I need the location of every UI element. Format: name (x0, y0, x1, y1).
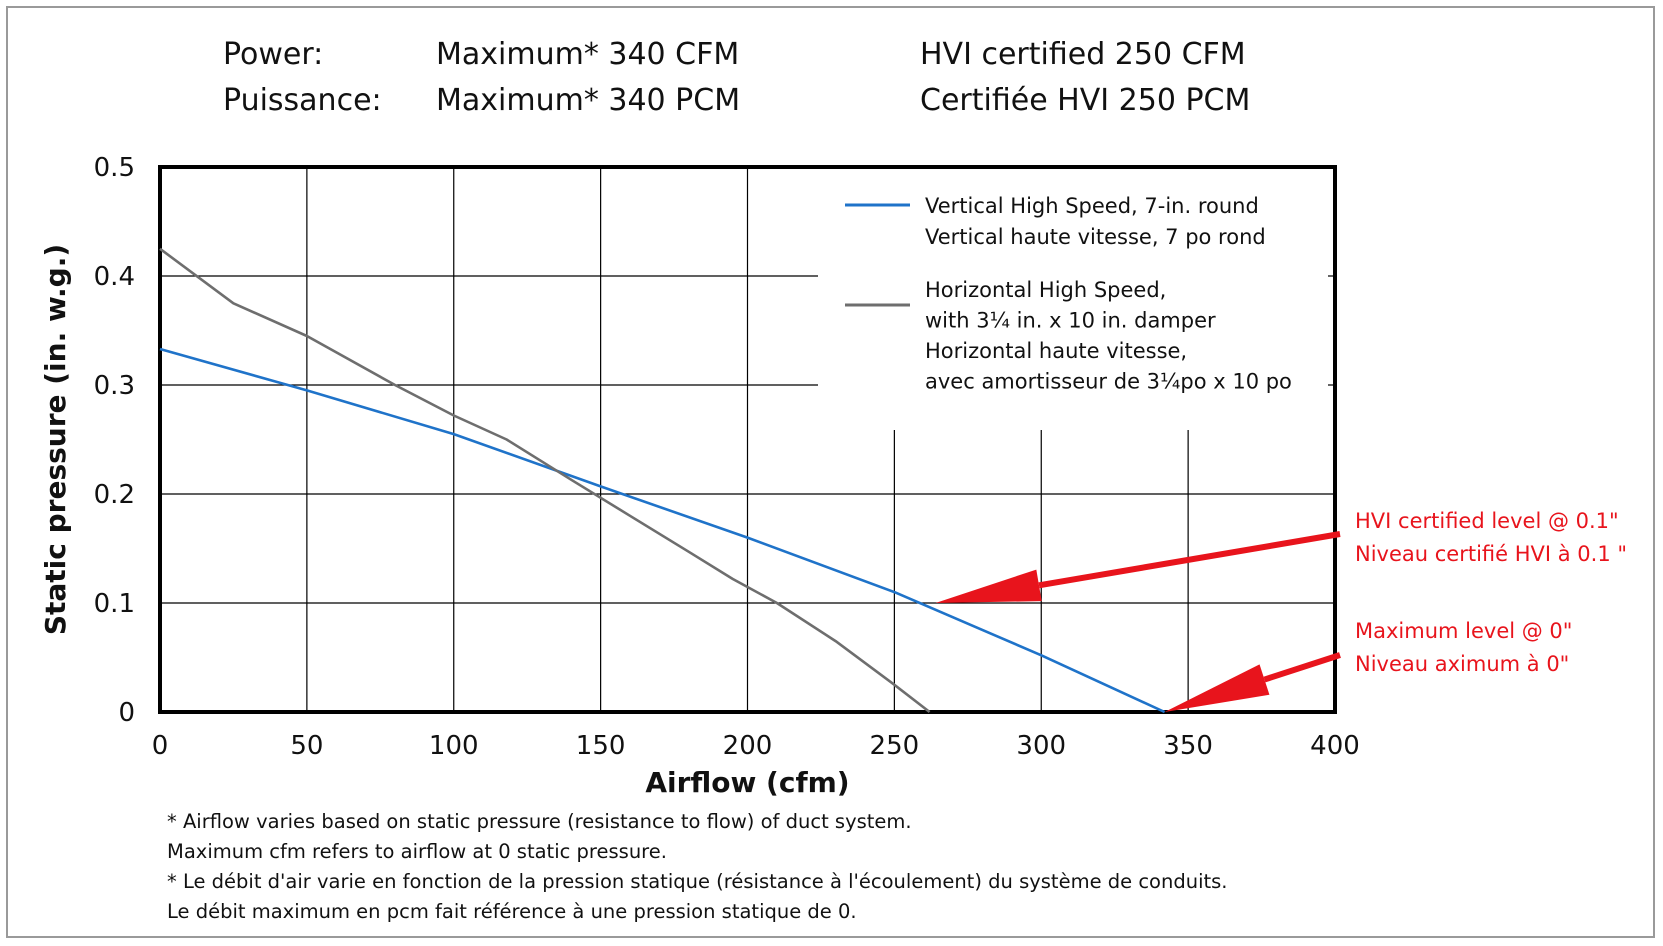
header-puissance-hvi: Certifiée HVI 250 PCM (920, 83, 1251, 118)
annotations: HVI certified level @ 0.1" Niveau certifi… (935, 509, 1627, 712)
legend-label: Horizontal High Speed, (925, 278, 1166, 302)
y-tick-label: 0.3 (94, 371, 135, 401)
header-puissance-label: Puissance: (223, 83, 382, 118)
legend-label: Horizontal haute vitesse, (925, 339, 1187, 363)
header-puissance-max: Maximum* 340 PCM (436, 83, 741, 118)
annotation-arrow-head (1164, 664, 1270, 712)
y-tick-label: 0.5 (94, 153, 135, 183)
y-tick-label: 0.2 (94, 480, 135, 510)
x-tick-label: 0 (152, 731, 169, 761)
figure-frame (6, 6, 1655, 938)
footnote-3: * Le débit d'air varie en fonction de la… (167, 870, 1228, 893)
y-tick-label: 0.1 (94, 589, 135, 619)
x-tick-label: 400 (1310, 731, 1360, 761)
legend-label: Vertical haute vitesse, 7 po rond (925, 225, 1266, 249)
y-tick-label: 0 (118, 698, 135, 728)
y-tick-label: 0.4 (94, 262, 135, 292)
annotation-arrow-shaft (1263, 652, 1341, 683)
legend-label: avec amortisseur de 3¼po x 10 po (925, 370, 1292, 394)
annotation-label: HVI certified level @ 0.1" (1355, 509, 1619, 533)
annotation-label: Niveau aximum à 0" (1355, 652, 1569, 676)
x-tick-label: 350 (1163, 731, 1213, 761)
annotation-label: Niveau certifié HVI à 0.1 " (1355, 542, 1627, 566)
annotation-label: Maximum level @ 0" (1355, 619, 1572, 643)
annotation-arrow-shaft (1038, 531, 1341, 589)
footnote-2: Maximum cfm refers to airflow at 0 stati… (167, 840, 667, 863)
header-power-max: Maximum* 340 CFM (436, 37, 740, 72)
x-tick-label: 200 (723, 731, 773, 761)
x-tick-label: 250 (870, 731, 920, 761)
annotation-arrow-head (935, 569, 1042, 603)
legend-background (818, 175, 1328, 395)
x-tick-label: 300 (1016, 731, 1066, 761)
y-axis-label: Static pressure (in. w.g.) (39, 244, 72, 635)
header-power-label: Power: (223, 37, 324, 72)
grid-lines (160, 167, 1335, 712)
x-tick-label: 150 (576, 731, 626, 761)
legend-label: with 3¼ in. x 10 in. damper (925, 309, 1216, 333)
series-line-1 (159, 347, 1166, 714)
footnotes: * Airflow varies based on static pressur… (167, 807, 1228, 927)
x-tick-label: 100 (429, 731, 479, 761)
legend: Vertical High Speed, 7-in. round Vertical… (818, 175, 1328, 395)
footnote-1: * Airflow varies based on static pressur… (167, 810, 912, 833)
plot-border (158, 165, 1337, 714)
legend-label: Vertical High Speed, 7-in. round (925, 194, 1259, 218)
x-tick-label: 50 (290, 731, 323, 761)
header-power-hvi: HVI certified 250 CFM (920, 37, 1246, 72)
series-line-2 (159, 247, 931, 714)
x-axis-label: Airflow (cfm) (645, 766, 849, 799)
footnote-4: Le débit maximum en pcm fait référence à… (167, 900, 857, 923)
